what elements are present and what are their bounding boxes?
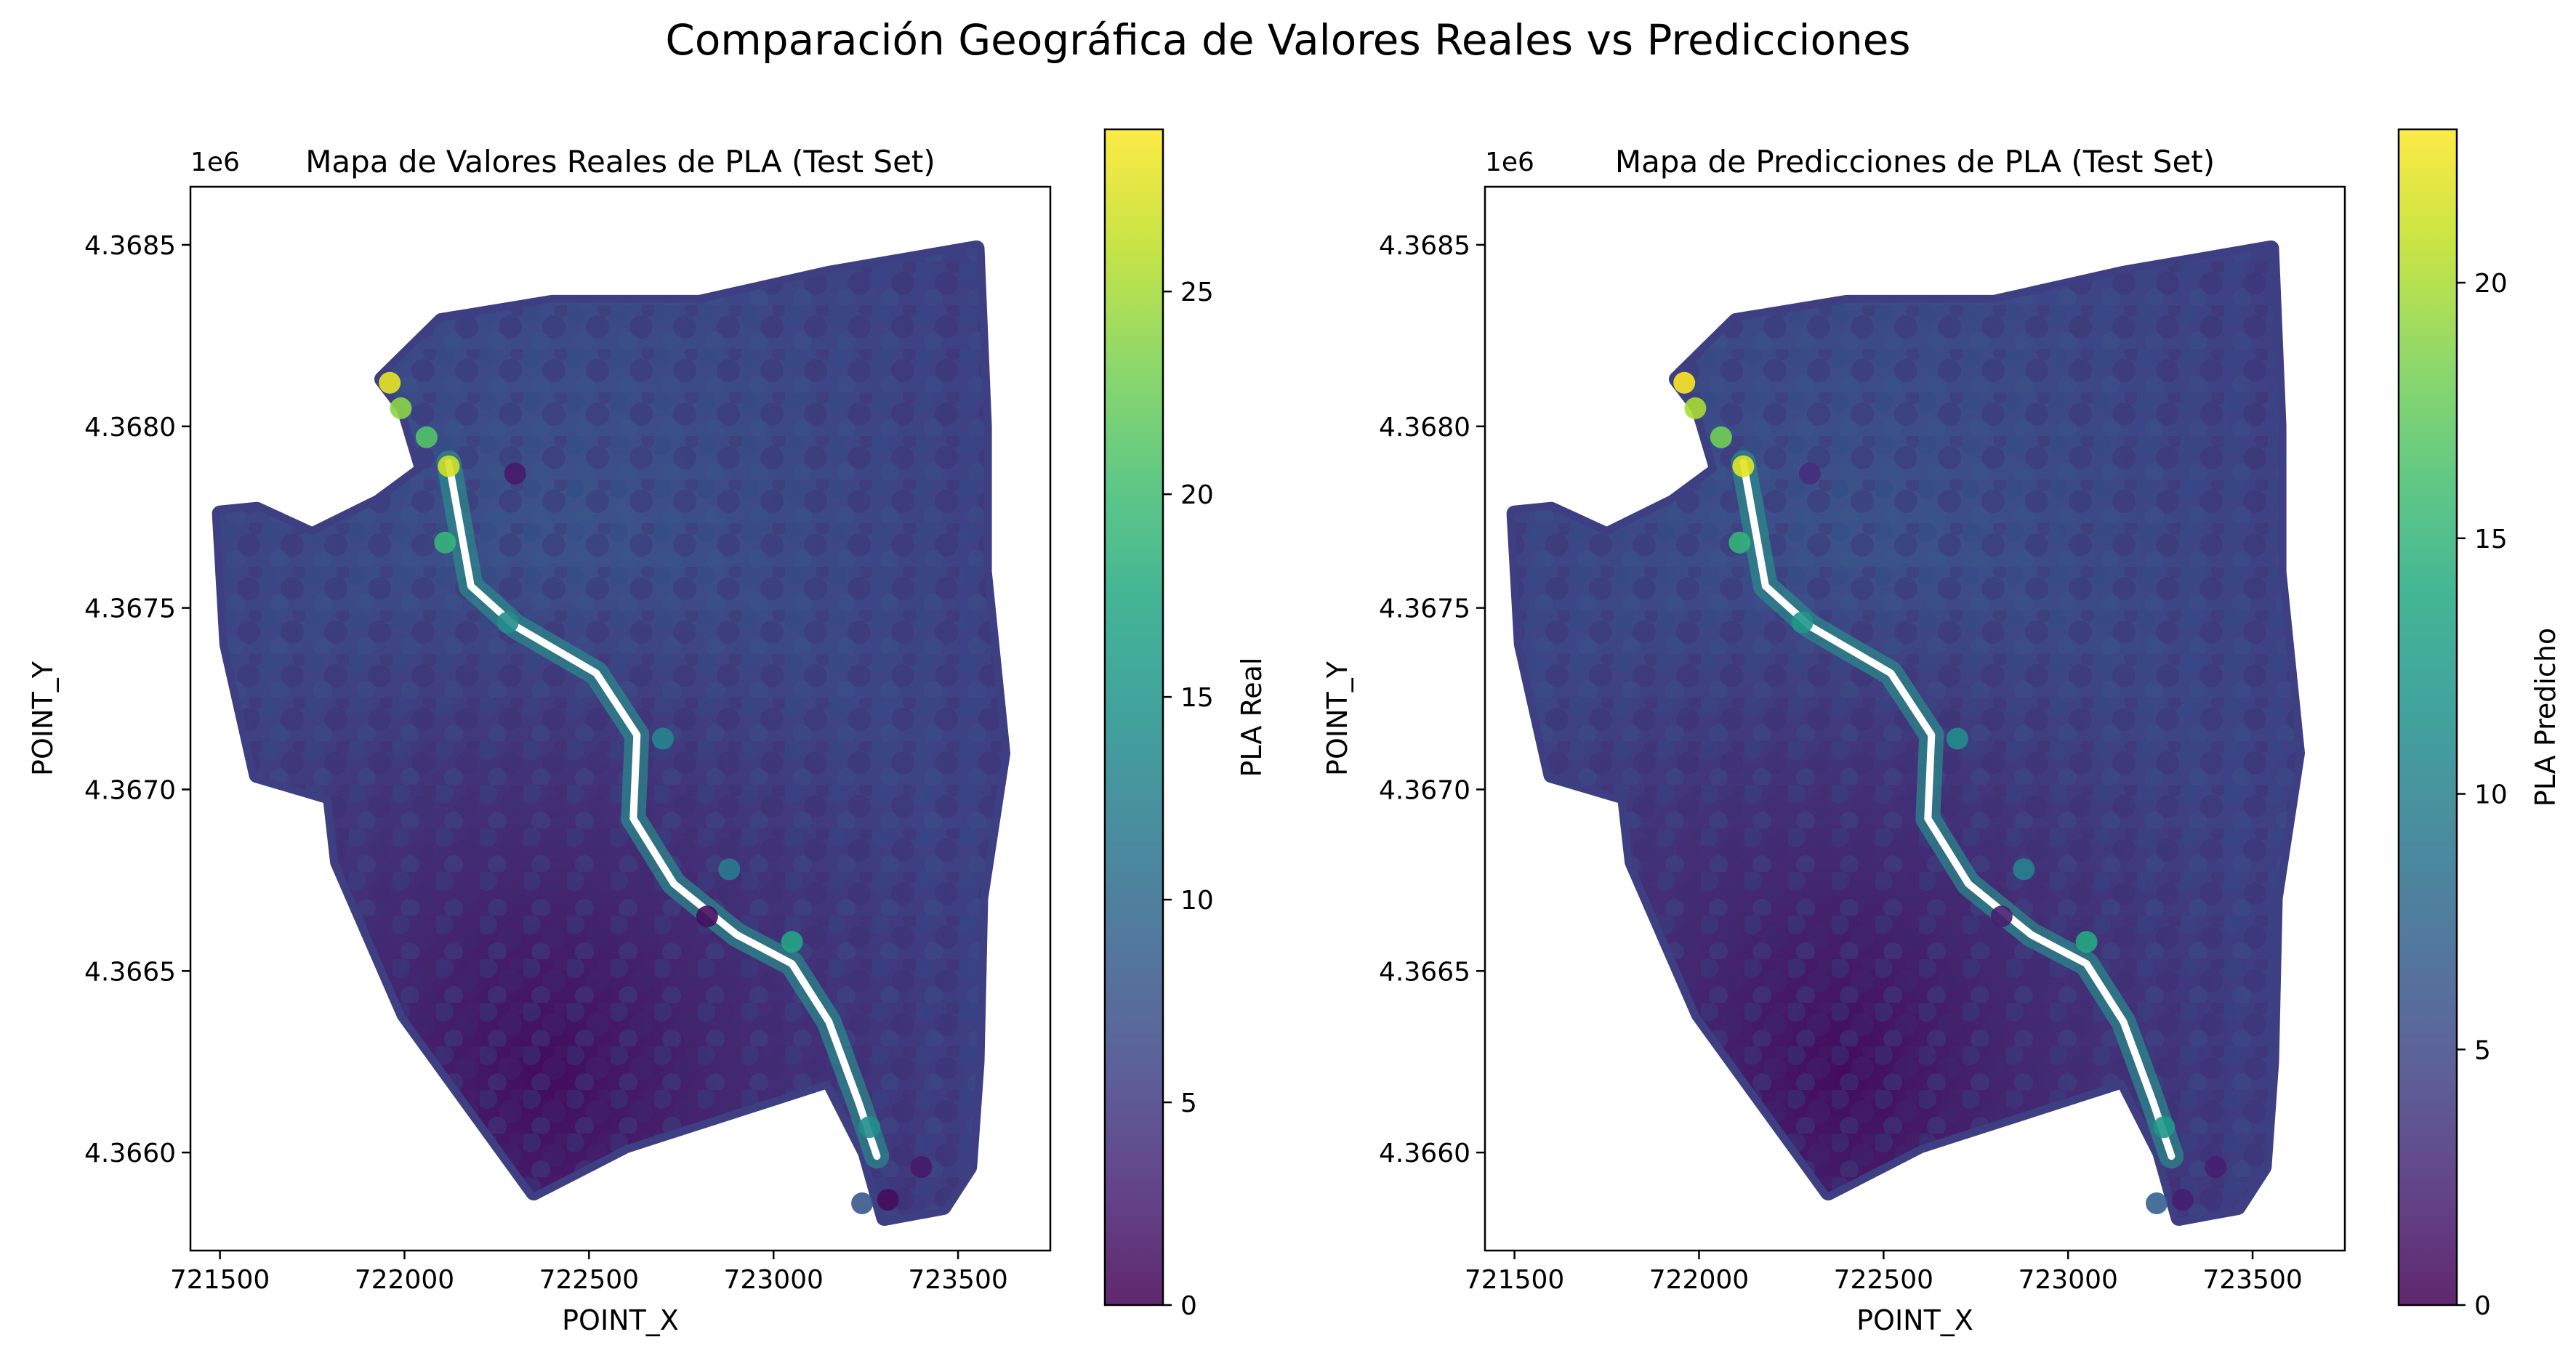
- scatter-point: [1990, 905, 2013, 928]
- scatter-point: [2013, 858, 2035, 881]
- y-tick-label: 4.3680: [1379, 413, 1470, 443]
- y-offset-text: 1e6: [190, 148, 240, 177]
- colorbar-label: PLA Predicho: [2529, 628, 2561, 807]
- x-tick-label: 722500: [1834, 1265, 1933, 1295]
- scatter-point: [1673, 371, 1696, 394]
- colorbar-frame: [2397, 128, 2458, 1307]
- scatter-point: [1684, 397, 1707, 419]
- y-tick-label: 4.3660: [1379, 1139, 1470, 1168]
- x-tick-label: 722000: [1649, 1265, 1749, 1295]
- x-tick-label: 722500: [539, 1265, 639, 1295]
- x-tick-label: 723000: [723, 1265, 823, 1295]
- y-tick-label: 4.3665: [1379, 957, 1470, 987]
- x-tick-label: 721500: [1465, 1265, 1564, 1295]
- colorbar-label: PLA Real: [1236, 658, 1268, 778]
- scatter-point: [651, 727, 674, 750]
- scatter-point: [1791, 611, 1814, 634]
- scatter-region-texture: [1514, 248, 2297, 1218]
- y-tick-label: 4.3685: [1379, 231, 1470, 261]
- scatter-point: [415, 426, 438, 448]
- x-tick-label: 723500: [908, 1265, 1007, 1295]
- y-tick-label: 4.3670: [1379, 775, 1470, 805]
- colorbar-tick-label: 5: [1180, 1089, 1197, 1118]
- scatter-point: [2146, 1192, 2168, 1214]
- scatter-point: [1728, 531, 1751, 554]
- scatter-point: [1798, 462, 1821, 485]
- axes-title: Mapa de Valores Reales de PLA (Test Set): [305, 144, 935, 179]
- colorbar-tick-label: 0: [1180, 1291, 1197, 1321]
- x-tick-label: 721500: [170, 1265, 270, 1295]
- y-tick-label: 4.3685: [84, 231, 176, 261]
- y-tick-label: 4.3660: [84, 1139, 176, 1168]
- x-axis-label: POINT_X: [1856, 1304, 1973, 1336]
- colorbar-gradient: [2399, 129, 2457, 1305]
- scatter-point: [910, 1156, 933, 1179]
- scatter-point: [851, 1192, 874, 1214]
- x-tick-label: 723000: [2018, 1265, 2117, 1295]
- y-tick-label: 4.3680: [84, 413, 176, 443]
- colorbar-tick-label: 15: [2474, 525, 2508, 554]
- colorbar-gradient: [1105, 129, 1163, 1305]
- scatter-point: [379, 371, 401, 394]
- colorbar-tick-label: 10: [2474, 780, 2508, 810]
- scatter-point: [781, 931, 803, 953]
- scatter-point: [434, 531, 456, 554]
- predicted-values-panel: Mapa de Predicciones de PLA (Test Set) 72…: [1321, 128, 2561, 1336]
- scatter-point: [2075, 931, 2098, 953]
- scatter-point: [1946, 727, 1968, 750]
- colorbar-frame: [1103, 128, 1164, 1307]
- colorbar-tick-label: 10: [1180, 886, 1214, 916]
- colorbar-tick-label: 20: [2474, 269, 2508, 299]
- real-values-panel: Mapa de Valores Reales de PLA (Test Set)…: [27, 128, 1268, 1336]
- axes-frame: [1484, 185, 2346, 1252]
- scatter-point: [2205, 1156, 2227, 1179]
- scatter-point: [877, 1189, 899, 1211]
- y-tick-label: 4.3675: [84, 594, 176, 624]
- scatter-point: [504, 462, 526, 485]
- colorbar-tick-label: 15: [1180, 683, 1214, 713]
- scatter-point: [1732, 455, 1755, 477]
- scatter-point: [2171, 1189, 2194, 1211]
- colorbar-tick-label: 0: [2474, 1291, 2491, 1321]
- plot-area: [212, 240, 1010, 1226]
- scatter-point: [2153, 1116, 2175, 1139]
- x-axis-label: POINT_X: [562, 1304, 679, 1336]
- y-tick-label: 4.3665: [84, 957, 176, 987]
- colorbar-tick-label: 5: [2474, 1035, 2491, 1065]
- scatter-point: [696, 905, 718, 928]
- scatter-point: [390, 397, 412, 419]
- y-tick-label: 4.3670: [84, 775, 176, 805]
- y-tick-label: 4.3675: [1379, 594, 1470, 624]
- figure-suptitle: Comparación Geográfica de Valores Reales…: [665, 15, 1910, 65]
- y-offset-text: 1e6: [1485, 148, 1534, 177]
- plot-area: [1506, 240, 2305, 1226]
- colorbar-tick-label: 20: [1180, 480, 1214, 510]
- scatter-point: [438, 455, 460, 477]
- y-axis-label: POINT_Y: [1321, 661, 1353, 776]
- x-tick-label: 722000: [355, 1265, 454, 1295]
- scatter-region-texture: [220, 248, 1003, 1218]
- scatter-point: [496, 611, 519, 634]
- axes-frame: [189, 185, 1052, 1252]
- scatter-point: [718, 858, 741, 881]
- axes-title: Mapa de Predicciones de PLA (Test Set): [1615, 144, 2215, 179]
- scatter-point: [858, 1116, 881, 1139]
- y-axis-label: POINT_Y: [27, 661, 59, 776]
- scatter-point: [1710, 426, 1732, 448]
- x-tick-label: 723500: [2202, 1265, 2302, 1295]
- colorbar-tick-label: 25: [1180, 278, 1214, 307]
